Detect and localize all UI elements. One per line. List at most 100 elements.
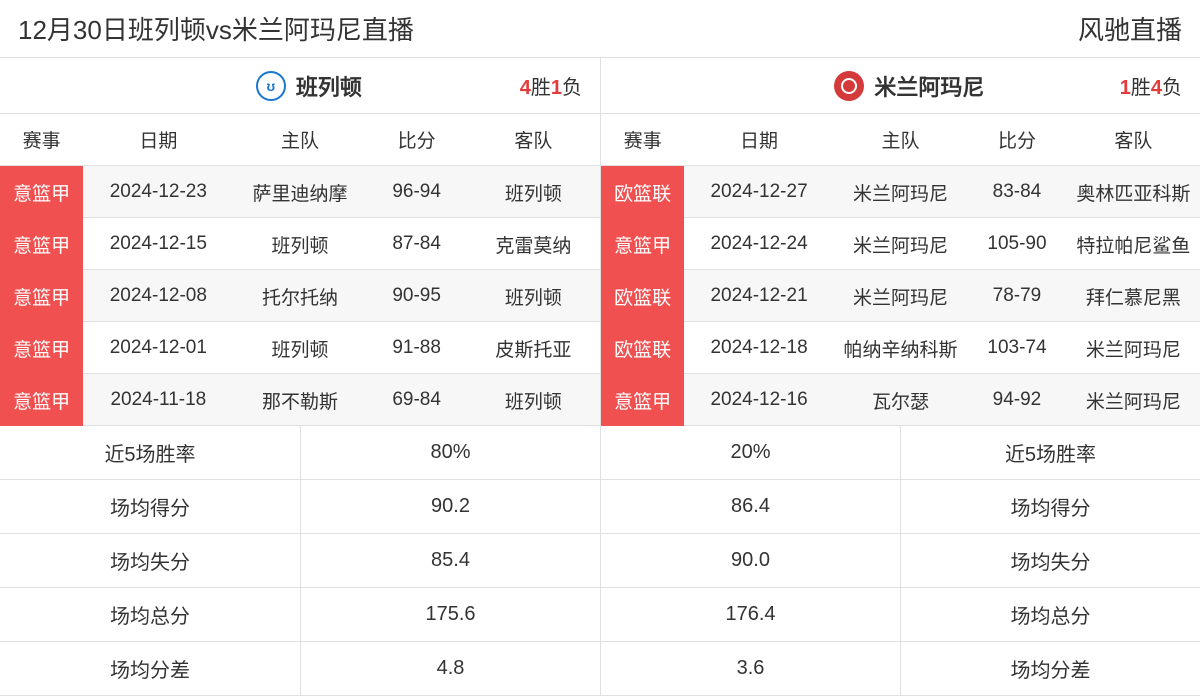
cell-away: 特拉帕尼鲨鱼 [1067, 231, 1200, 258]
stat-row-pts-for: 场均得分 90.2 86.4 场均得分 [0, 480, 1200, 534]
competition-tag: 意篮甲 [0, 322, 83, 374]
table-row[interactable]: 意篮甲2024-12-16瓦尔瑟94-92米兰阿玛尼 [601, 374, 1200, 426]
stat-val-a: 90.2 [300, 480, 600, 533]
cell-date: 2024-12-01 [83, 337, 233, 359]
cell-away: 米兰阿玛尼 [1067, 387, 1200, 414]
stat-label-a: 场均失分 [0, 546, 300, 575]
team-b-column-headers: 赛事 日期 主队 比分 客队 [601, 114, 1200, 166]
stat-label-a: 近5场胜率 [0, 438, 300, 467]
cell-score: 69-84 [367, 389, 467, 411]
table-row[interactable]: 欧篮联2024-12-27米兰阿玛尼83-84奥林匹亚科斯 [601, 166, 1200, 218]
comparison-panel: ʊ 班列顿 4胜1负 赛事 日期 主队 比分 客队 意篮甲2024-12-23萨… [0, 57, 1200, 426]
competition-tag: 意篮甲 [601, 218, 684, 270]
col-comp: 赛事 [0, 126, 83, 153]
team-b-record: 1胜4负 [1120, 71, 1182, 100]
cell-date: 2024-12-15 [83, 233, 233, 255]
team-a-rows: 意篮甲2024-12-23萨里迪纳摩96-94班列顿意篮甲2024-12-15班… [0, 166, 600, 426]
cell-score: 83-84 [967, 181, 1067, 203]
cell-home: 米兰阿玛尼 [834, 231, 967, 258]
team-b-rows: 欧篮联2024-12-27米兰阿玛尼83-84奥林匹亚科斯意篮甲2024-12-… [601, 166, 1200, 426]
team-a-side: ʊ 班列顿 4胜1负 赛事 日期 主队 比分 客队 意篮甲2024-12-23萨… [0, 58, 600, 426]
cell-away: 克雷莫纳 [467, 231, 600, 258]
team-a-record: 4胜1负 [520, 71, 582, 100]
brand-name: 风驰直播 [1078, 10, 1182, 47]
competition-tag: 意篮甲 [0, 218, 83, 270]
table-row[interactable]: 意篮甲2024-12-08托尔托纳90-95班列顿 [0, 270, 600, 322]
stat-label-b: 场均分差 [900, 642, 1200, 695]
col-home: 主队 [233, 126, 366, 153]
cell-home: 瓦尔瑟 [834, 387, 967, 414]
stat-val-a: 4.8 [300, 642, 600, 695]
col-date: 日期 [83, 126, 233, 153]
cell-date: 2024-12-24 [684, 233, 834, 255]
cell-date: 2024-12-21 [684, 285, 834, 307]
stat-row-winrate: 近5场胜率 80% 20% 近5场胜率 [0, 426, 1200, 480]
stat-val-a: 80% [300, 426, 600, 479]
stat-row-pts-against: 场均失分 85.4 90.0 场均失分 [0, 534, 1200, 588]
table-row[interactable]: 意篮甲2024-12-23萨里迪纳摩96-94班列顿 [0, 166, 600, 218]
cell-score: 78-79 [967, 285, 1067, 307]
stat-val-b: 86.4 [600, 480, 900, 533]
table-row[interactable]: 意篮甲2024-12-01班列顿91-88皮斯托亚 [0, 322, 600, 374]
competition-tag: 意篮甲 [0, 166, 83, 218]
stats-table: 近5场胜率 80% 20% 近5场胜率 场均得分 90.2 86.4 场均得分 … [0, 426, 1200, 696]
team-b-name: 米兰阿玛尼 [874, 70, 984, 102]
stat-label-b: 近5场胜率 [900, 426, 1200, 479]
col-comp: 赛事 [601, 126, 684, 153]
stat-val-b: 3.6 [600, 642, 900, 695]
cell-score: 96-94 [367, 181, 467, 203]
cell-score: 105-90 [967, 233, 1067, 255]
cell-date: 2024-12-27 [684, 181, 834, 203]
cell-away: 拜仁慕尼黑 [1067, 283, 1200, 310]
col-home: 主队 [834, 126, 967, 153]
col-score: 比分 [967, 126, 1067, 153]
table-row[interactable]: 意篮甲2024-11-18那不勒斯69-84班列顿 [0, 374, 600, 426]
stat-label-a: 场均得分 [0, 492, 300, 521]
col-date: 日期 [684, 126, 834, 153]
stat-val-a: 85.4 [300, 534, 600, 587]
col-score: 比分 [367, 126, 467, 153]
competition-tag: 意篮甲 [0, 374, 83, 426]
stat-row-pts-total: 场均总分 175.6 176.4 场均总分 [0, 588, 1200, 642]
table-row[interactable]: 意篮甲2024-12-15班列顿87-84克雷莫纳 [0, 218, 600, 270]
cell-home: 班列顿 [233, 231, 366, 258]
cell-away: 皮斯托亚 [467, 335, 600, 362]
stat-label-a: 场均总分 [0, 600, 300, 629]
cell-away: 米兰阿玛尼 [1067, 335, 1200, 362]
cell-score: 91-88 [367, 337, 467, 359]
cell-date: 2024-12-18 [684, 337, 834, 359]
cell-date: 2024-12-23 [83, 181, 233, 203]
col-away: 客队 [467, 126, 600, 153]
cell-score: 87-84 [367, 233, 467, 255]
table-row[interactable]: 欧篮联2024-12-18帕纳辛纳科斯103-74米兰阿玛尼 [601, 322, 1200, 374]
cell-home: 米兰阿玛尼 [834, 283, 967, 310]
cell-date: 2024-12-16 [684, 389, 834, 411]
stat-label-b: 场均得分 [900, 480, 1200, 533]
table-row[interactable]: 欧篮联2024-12-21米兰阿玛尼78-79拜仁慕尼黑 [601, 270, 1200, 322]
stat-val-b: 90.0 [600, 534, 900, 587]
cell-score: 94-92 [967, 389, 1067, 411]
stat-val-b: 20% [600, 426, 900, 479]
table-row[interactable]: 意篮甲2024-12-24米兰阿玛尼105-90特拉帕尼鲨鱼 [601, 218, 1200, 270]
stat-label-b: 场均失分 [900, 534, 1200, 587]
team-b-logo-icon [834, 71, 864, 101]
cell-home: 那不勒斯 [233, 387, 366, 414]
col-away: 客队 [1067, 126, 1200, 153]
stat-val-b: 176.4 [600, 588, 900, 641]
competition-tag: 欧篮联 [601, 322, 684, 374]
cell-home: 米兰阿玛尼 [834, 179, 967, 206]
cell-away: 奥林匹亚科斯 [1067, 179, 1200, 206]
cell-away: 班列顿 [467, 387, 600, 414]
stat-label-a: 场均分差 [0, 654, 300, 683]
cell-score: 103-74 [967, 337, 1067, 359]
team-a-header: ʊ 班列顿 4胜1负 [0, 58, 600, 114]
cell-home: 班列顿 [233, 335, 366, 362]
page-header: 12月30日班列顿vs米兰阿玛尼直播 风驰直播 [0, 0, 1200, 57]
team-a-name: 班列顿 [296, 70, 362, 102]
cell-date: 2024-12-08 [83, 285, 233, 307]
stat-label-b: 场均总分 [900, 588, 1200, 641]
team-a-column-headers: 赛事 日期 主队 比分 客队 [0, 114, 600, 166]
team-b-side: 米兰阿玛尼 1胜4负 赛事 日期 主队 比分 客队 欧篮联2024-12-27米… [600, 58, 1200, 426]
cell-date: 2024-11-18 [83, 389, 233, 411]
team-a-logo-icon: ʊ [256, 71, 286, 101]
